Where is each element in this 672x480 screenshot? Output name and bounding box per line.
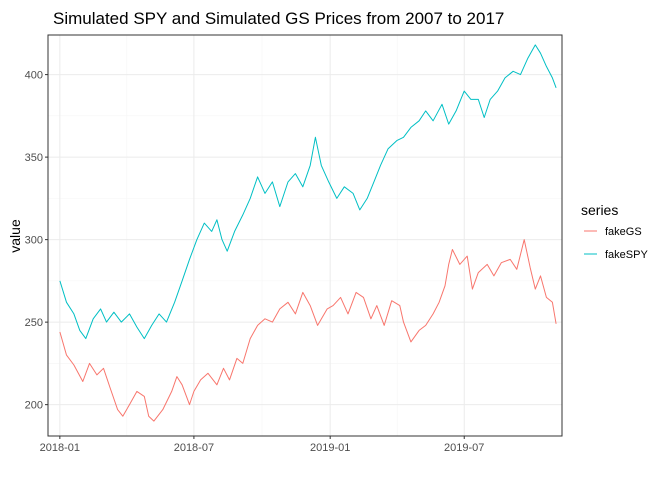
legend-title: series — [581, 202, 618, 218]
series-line-fakeGS — [59, 239, 557, 422]
minor-gridlines — [48, 35, 562, 436]
chart-title: Simulated SPY and Simulated GS Prices fr… — [53, 9, 504, 28]
x-tick-label: 2018-07 — [174, 442, 214, 454]
x-tick-label: 2019-01 — [310, 442, 350, 454]
legend-label-fakeGS: fakeGS — [605, 226, 642, 238]
series-lines — [59, 44, 557, 422]
y-tick-label: 250 — [25, 317, 43, 329]
y-tick-label: 300 — [25, 235, 43, 247]
x-tick-label: 2018-01 — [40, 442, 80, 454]
series-line-fakeSPY — [59, 44, 557, 340]
major-gridlines — [48, 35, 562, 436]
y-tick-label: 350 — [25, 152, 43, 164]
x-axis: 2018-01 2018-07 2019-01 2019-07 — [40, 436, 484, 454]
y-tick-label: 400 — [25, 70, 43, 82]
x-tick-label: 2019-07 — [444, 442, 484, 454]
legend-label-fakeSPY: fakeSPY — [605, 249, 648, 261]
y-tick-label: 200 — [25, 400, 43, 412]
plot-panel-border — [47, 34, 563, 437]
y-axis-title: value — [7, 219, 23, 253]
legend: series fakeGS fakeSPY — [581, 202, 648, 261]
y-axis: 200 250 300 350 400 — [25, 70, 48, 412]
